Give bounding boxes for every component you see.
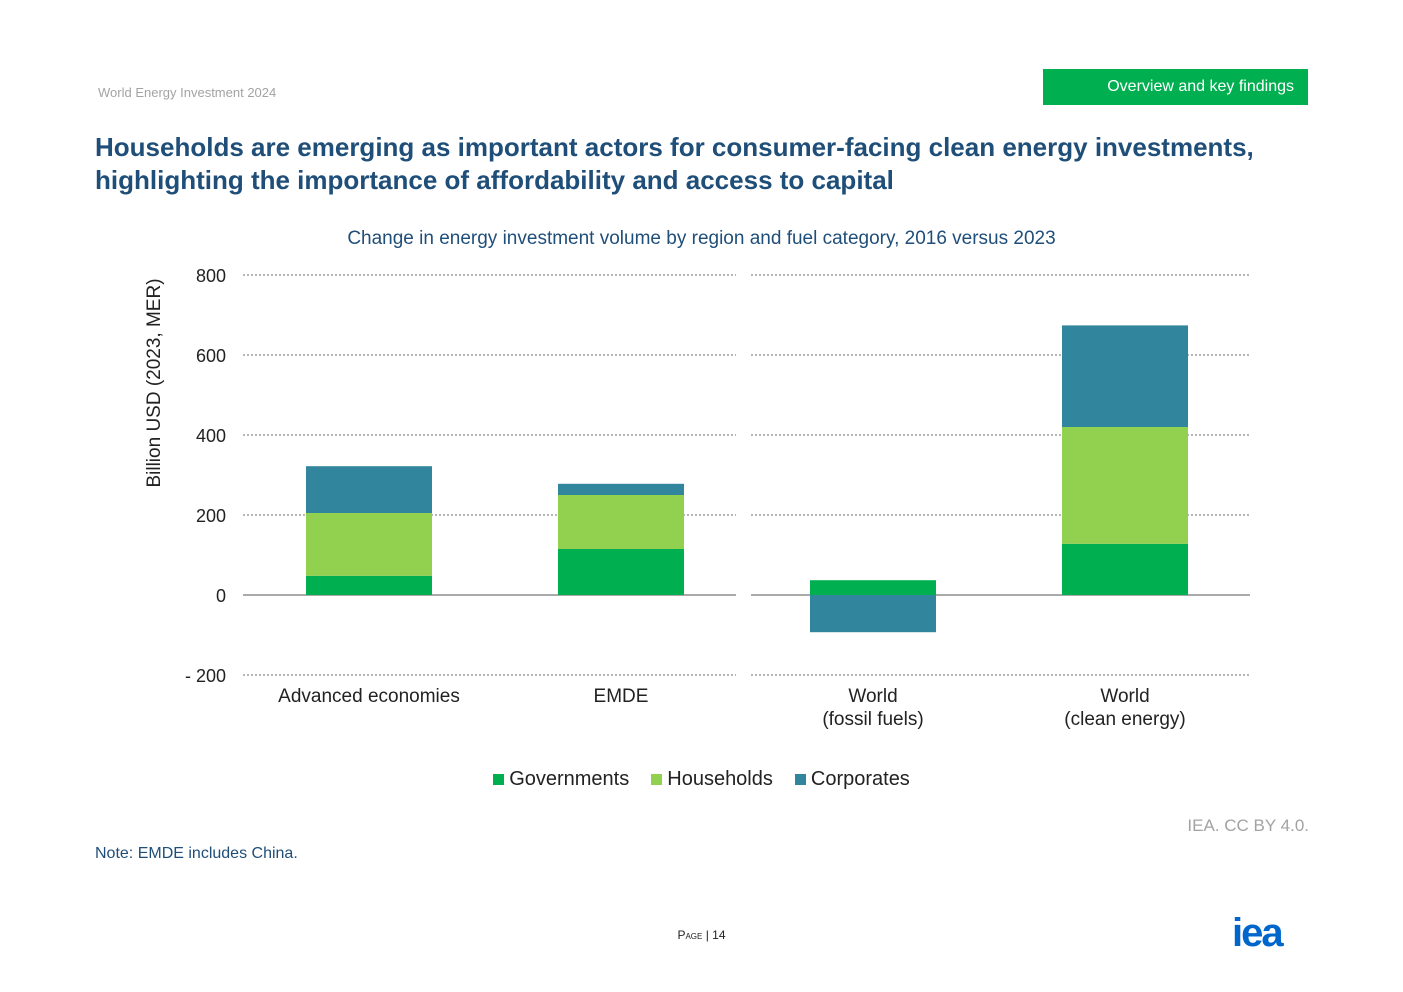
bar-governments-3 bbox=[1062, 543, 1188, 595]
bar-governments-2 bbox=[810, 580, 936, 595]
y-axis-label: Billion USD (2023, MER) bbox=[144, 278, 165, 487]
section-tag: Overview and key findings bbox=[1043, 69, 1308, 105]
legend-swatch-households bbox=[651, 774, 663, 785]
x-tick-label: (fossil fuels) bbox=[822, 709, 923, 730]
bar-corporates-2 bbox=[810, 595, 936, 633]
source-credit: IEA. CC BY 4.0. bbox=[1187, 816, 1309, 835]
x-tick-label: Advanced economies bbox=[278, 686, 460, 707]
x-tick-label: World bbox=[848, 686, 897, 707]
y-tick-label: 600 bbox=[196, 346, 226, 366]
iea-logo: iea bbox=[1232, 913, 1286, 949]
page-title: Households are emerging as important act… bbox=[95, 131, 1325, 197]
chart-note: Note: EMDE includes China. bbox=[95, 845, 298, 862]
page-separator: | bbox=[705, 928, 709, 942]
legend-swatch-governments bbox=[493, 774, 505, 785]
page-title-line-1: Households are emerging as important act… bbox=[95, 132, 1254, 162]
page-label: Page bbox=[677, 928, 703, 942]
y-tick-label: 0 bbox=[216, 586, 226, 606]
legend-label-corporates: Corporates bbox=[810, 768, 910, 790]
bar-corporates-3 bbox=[1062, 325, 1188, 427]
page-title-line-2: highlighting the importance of affordabi… bbox=[95, 165, 894, 195]
bar-governments-0 bbox=[306, 575, 432, 595]
chart-legend: Governments Households Corporates bbox=[0, 768, 1403, 791]
iea-logo-text: iea bbox=[1232, 913, 1284, 949]
legend-label-households: Households bbox=[667, 768, 773, 790]
bar-governments-1 bbox=[558, 549, 684, 595]
x-tick-label: World bbox=[1100, 686, 1149, 707]
legend-item-corporates: Corporates bbox=[794, 768, 910, 791]
bar-households-1 bbox=[558, 495, 684, 549]
legend-item-households: Households bbox=[651, 768, 773, 791]
bar-corporates-1 bbox=[558, 483, 684, 495]
bar-households-0 bbox=[306, 513, 432, 576]
page-number-value: 14 bbox=[712, 928, 726, 942]
y-tick-label: 400 bbox=[196, 426, 226, 446]
legend-swatch-corporates bbox=[794, 774, 806, 785]
y-tick-label: 800 bbox=[196, 266, 226, 286]
page-number: Page | 14 bbox=[0, 928, 1403, 942]
x-tick-label: EMDE bbox=[594, 686, 649, 707]
bar-corporates-0 bbox=[306, 466, 432, 513]
y-tick-label: - 200 bbox=[185, 666, 226, 686]
legend-item-governments: Governments bbox=[493, 768, 629, 791]
document-name: World Energy Investment 2024 bbox=[98, 85, 277, 100]
stacked-bar-chart: 800 600 400 200 0 - 200 Billion USD (2023, MER… bbox=[144, 266, 1250, 730]
chart-title: Change in energy investment volume by re… bbox=[347, 228, 1056, 249]
y-tick-label: 200 bbox=[196, 506, 226, 526]
x-tick-label: (clean energy) bbox=[1064, 709, 1185, 730]
bar-households-3 bbox=[1062, 427, 1188, 544]
legend-label-governments: Governments bbox=[509, 768, 630, 790]
